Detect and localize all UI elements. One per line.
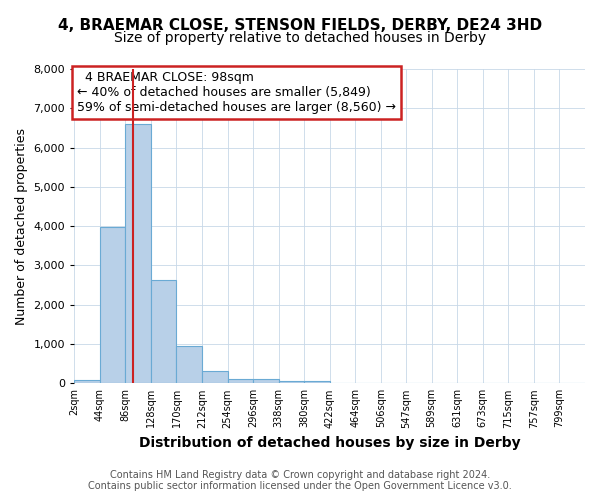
- Text: Contains HM Land Registry data © Crown copyright and database right 2024.: Contains HM Land Registry data © Crown c…: [110, 470, 490, 480]
- Bar: [227, 378, 253, 384]
- Bar: [74, 380, 100, 384]
- Text: Size of property relative to detached houses in Derby: Size of property relative to detached ho…: [114, 31, 486, 45]
- Text: 4, BRAEMAR CLOSE, STENSON FIELDS, DERBY, DE24 3HD: 4, BRAEMAR CLOSE, STENSON FIELDS, DERBY,…: [58, 18, 542, 32]
- Y-axis label: Number of detached properties: Number of detached properties: [15, 128, 28, 324]
- Bar: [304, 382, 330, 384]
- Bar: [151, 280, 176, 384]
- Text: 4 BRAEMAR CLOSE: 98sqm  
← 40% of detached houses are smaller (5,849)
59% of sem: 4 BRAEMAR CLOSE: 98sqm ← 40% of detached…: [77, 70, 396, 114]
- Bar: [100, 227, 125, 384]
- Bar: [253, 380, 279, 384]
- Bar: [176, 346, 202, 384]
- Bar: [125, 124, 151, 384]
- Text: Contains public sector information licensed under the Open Government Licence v3: Contains public sector information licen…: [88, 481, 512, 491]
- X-axis label: Distribution of detached houses by size in Derby: Distribution of detached houses by size …: [139, 436, 520, 450]
- Bar: [279, 381, 304, 384]
- Bar: [202, 370, 227, 384]
